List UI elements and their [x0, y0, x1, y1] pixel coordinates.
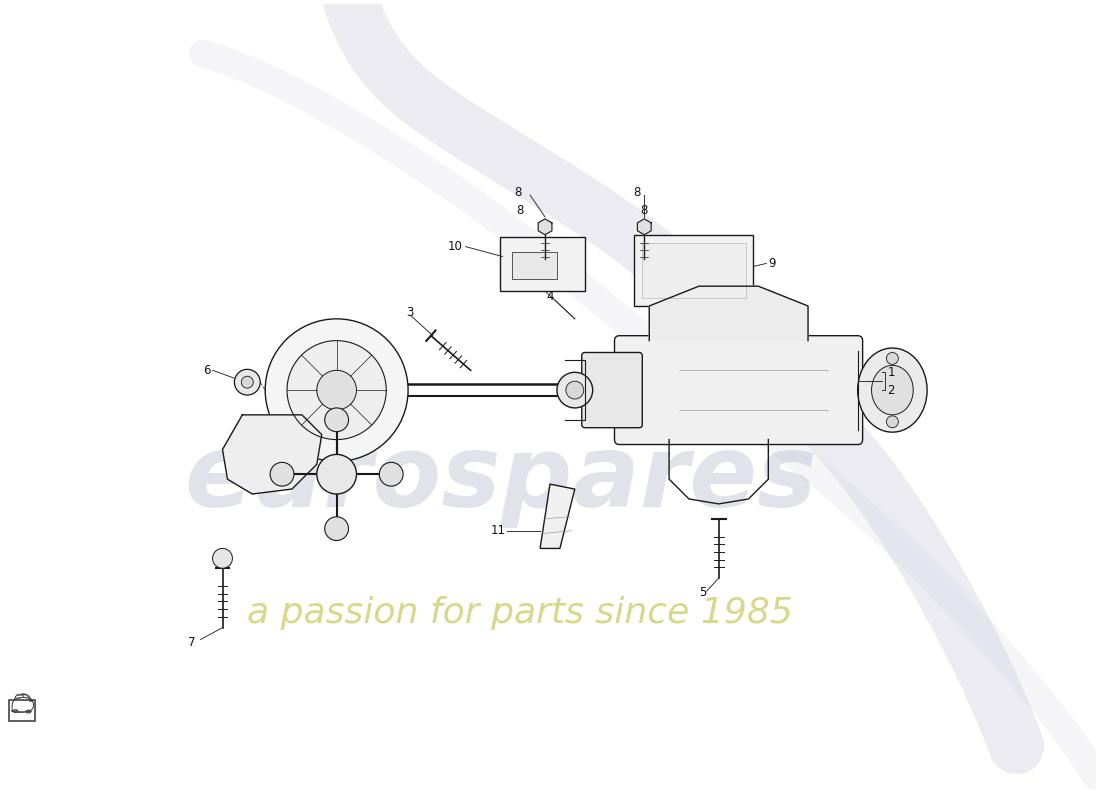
- Text: 3: 3: [406, 306, 414, 319]
- Text: eurospares: eurospares: [184, 430, 816, 528]
- Polygon shape: [649, 286, 808, 341]
- Circle shape: [324, 408, 349, 432]
- Circle shape: [212, 549, 232, 568]
- Text: 9: 9: [768, 257, 776, 270]
- FancyBboxPatch shape: [635, 234, 754, 306]
- Circle shape: [271, 462, 294, 486]
- Circle shape: [887, 416, 899, 428]
- Circle shape: [265, 319, 408, 462]
- Circle shape: [324, 517, 349, 541]
- Circle shape: [234, 370, 261, 395]
- Text: 2: 2: [888, 384, 895, 397]
- Text: 10: 10: [448, 240, 463, 253]
- Bar: [642, 242, 746, 298]
- Circle shape: [557, 372, 593, 408]
- Text: a passion for parts since 1985: a passion for parts since 1985: [248, 596, 793, 630]
- Text: 11: 11: [491, 524, 505, 537]
- Circle shape: [317, 454, 356, 494]
- Circle shape: [241, 376, 253, 388]
- Text: 8: 8: [517, 203, 524, 217]
- FancyBboxPatch shape: [500, 237, 585, 291]
- FancyBboxPatch shape: [615, 336, 862, 445]
- Text: 5: 5: [698, 586, 706, 599]
- Polygon shape: [222, 415, 321, 494]
- Text: 6: 6: [202, 364, 210, 377]
- Text: 4: 4: [547, 290, 553, 302]
- Bar: [9, 700, 35, 721]
- Polygon shape: [637, 219, 651, 234]
- Polygon shape: [538, 219, 552, 234]
- FancyBboxPatch shape: [582, 353, 642, 428]
- Ellipse shape: [858, 348, 927, 432]
- Text: 8: 8: [515, 186, 521, 198]
- Circle shape: [317, 370, 356, 410]
- Text: 8: 8: [634, 186, 641, 198]
- Ellipse shape: [871, 366, 913, 415]
- Text: 1: 1: [888, 366, 895, 378]
- Circle shape: [287, 341, 386, 439]
- Text: 7: 7: [188, 636, 196, 649]
- Circle shape: [379, 462, 403, 486]
- Polygon shape: [540, 484, 575, 549]
- Circle shape: [565, 381, 584, 399]
- Circle shape: [887, 353, 899, 364]
- Bar: [513, 251, 557, 279]
- Text: 8: 8: [640, 203, 648, 217]
